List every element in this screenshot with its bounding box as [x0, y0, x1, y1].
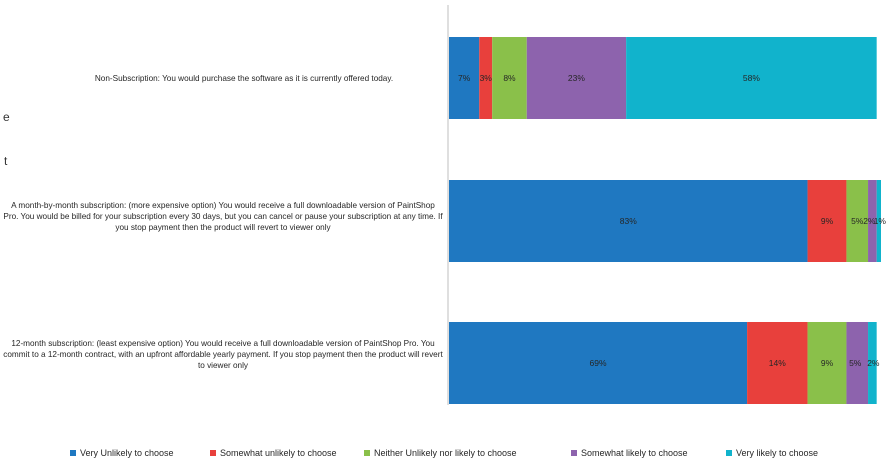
bar-segment — [876, 180, 881, 262]
legend-item-neither: Neither Unlikely nor likely to choose — [364, 448, 517, 458]
data-label: 23% — [568, 73, 585, 83]
data-label: 14% — [769, 358, 786, 368]
bar-segment — [449, 322, 748, 404]
bar-segment — [626, 37, 877, 119]
data-label: 1% — [874, 216, 887, 226]
data-label: 2% — [863, 216, 876, 226]
data-label: 3% — [480, 73, 493, 83]
bar-segment — [846, 180, 869, 262]
bar-segment — [492, 37, 527, 119]
bar-segment — [868, 322, 877, 404]
category-label-non-subscription: Non-Subscription: You would purchase the… — [94, 74, 394, 83]
cropped-text-fragment-2: t — [4, 154, 8, 168]
bars-group: 7% 3% 8% 23% 58%83% 9% 5% 2%1%69% 14% 9% 5% 2% — [449, 37, 886, 404]
cropped-text-fragment-1: e — [3, 110, 10, 124]
data-label: 9% — [821, 216, 834, 226]
data-label: 9% — [821, 358, 834, 368]
bar-segment — [479, 37, 493, 119]
legend-label: Very likely to choose — [736, 448, 819, 458]
bar-segment — [526, 37, 627, 119]
legend-label: Very Unlikely to choose — [80, 448, 174, 458]
bar-segment — [449, 37, 480, 119]
bar-segment — [868, 180, 877, 262]
bar-segment — [807, 322, 847, 404]
legend-item-very-likely: Very likely to choose — [726, 448, 818, 458]
legend-label: Neither Unlikely nor likely to choose — [374, 448, 517, 458]
data-label: 5% — [849, 358, 862, 368]
data-label: 83% — [620, 216, 637, 226]
legend-swatch — [210, 450, 216, 456]
data-label: 5% — [851, 216, 864, 226]
data-label: 58% — [743, 73, 760, 83]
legend-swatch — [571, 450, 577, 456]
bar-segment — [846, 322, 869, 404]
legend-swatch — [70, 450, 76, 456]
data-label: 2% — [867, 358, 880, 368]
legend-swatch — [726, 450, 732, 456]
data-label: 69% — [590, 358, 607, 368]
legend-swatch — [364, 450, 370, 456]
legend-item-somewhat-likely: Somewhat likely to choose — [571, 448, 688, 458]
data-label: 7% — [458, 73, 471, 83]
legend-label: Somewhat unlikely to choose — [220, 448, 337, 458]
category-label-12-month-subscription: 12-month subscription: (least expensive … — [3, 339, 443, 370]
legend-label: Somewhat likely to choose — [581, 448, 688, 458]
bar-segment — [449, 180, 808, 262]
category-label-month-subscription: A month-by-month subscription: (more exp… — [3, 201, 443, 232]
data-label: 8% — [503, 73, 516, 83]
legend-item-very-unlikely: Very Unlikely to choose — [70, 448, 174, 458]
bar-segment — [807, 180, 847, 262]
bar-segment — [747, 322, 808, 404]
legend-item-somewhat-unlikely: Somewhat unlikely to choose — [210, 448, 337, 458]
